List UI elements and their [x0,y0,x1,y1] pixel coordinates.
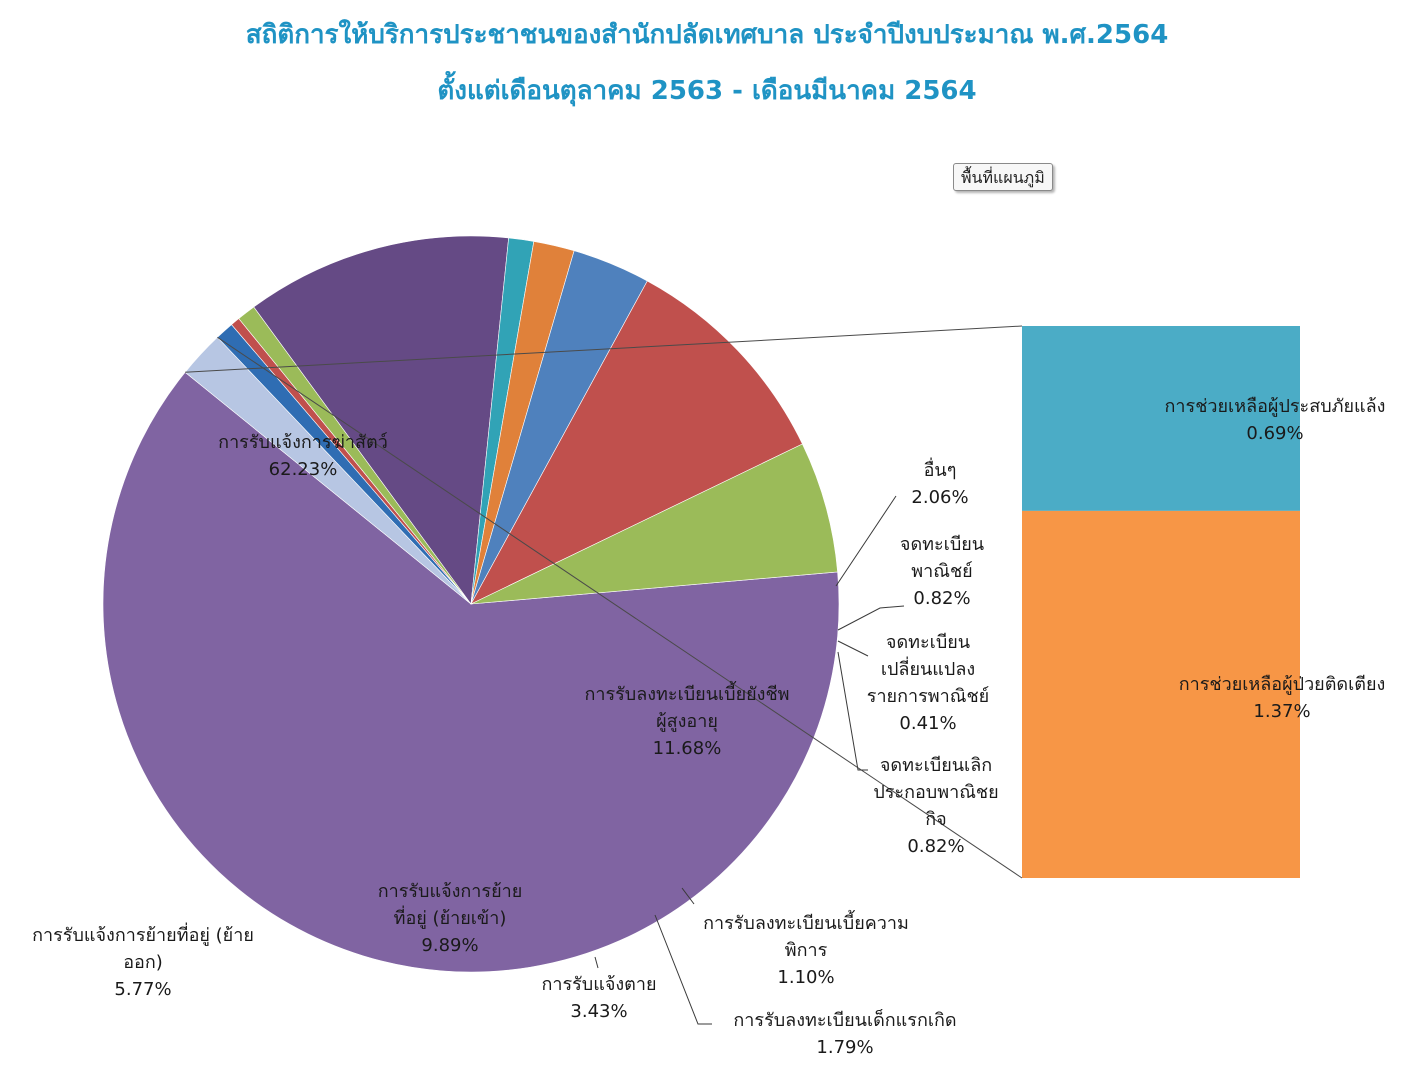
pie-slice-5-label: จดทะเบียนเลิกประกอบพาณิชยกิจ 0.82% [873,755,998,857]
pie-slice-3-leader-line [837,605,905,631]
pie-slice-8-leader-line [654,914,712,1025]
pie-slice-2-label: อื่นๆ 2.06% [911,457,968,508]
pie-slice-11-label: การรับแจ้งการย้ายที่อยู่ (ย้ายออก) 5.77% [32,922,254,1000]
connector-lines [185,325,1023,879]
breakout-bar-segment-1-value-label: 0.69% [1246,423,1303,444]
breakout-bar-segment-2[interactable] [1022,510,1300,878]
pie-slice-1-label: การรับแจ้งการฆ่าสัตว์ 62.23% [218,432,388,480]
breakout-bar-segment-2-label: การช่วยเหลือผู้ป่วยติดเตียง 1.37% [1179,674,1386,722]
breakout-bar [1022,326,1300,878]
pie-slice-8-value-label: 1.79% [816,1037,873,1058]
pie-slice-9-leader-line [594,956,599,969]
pie-slice-11-value-label: 5.77% [114,979,171,1000]
pie-slice-4-label: จดทะเบียนเปลี่ยนแปลงรายการพาณิชย์ 0.41% [867,632,989,734]
plot-area-button[interactable]: พื้นที่แผนภูมิ [953,163,1053,191]
chart-title-line-1: สถิติการให้บริการประชาชนของสำนักปลัดเทศบ… [245,20,1169,50]
pie-slice-9-value-label: 3.43% [570,1001,627,1022]
pie-slice-10-value-label: 9.89% [421,935,478,956]
pie-slice-1[interactable] [102,371,840,973]
pie-slice-7-label: การรับลงทะเบียนเบี้ยความพิการ 1.10% [703,910,909,988]
pie-slice-5-leader-line [837,651,868,771]
breakout-bar-segment-1[interactable] [1022,326,1300,511]
pie-slice-10-label: การรับแจ้งการย้ายที่อยู่ (ย้ายเข้า) 9.89% [378,881,523,956]
breakout-bar-segment-1-label: การช่วยเหลือผู้ประสบภัยแล้ง 0.69% [1165,396,1386,444]
pie-slice-6[interactable] [253,235,509,605]
pie-slice-3-value-label: 0.82% [913,588,970,609]
pie-slice-7-value-label: 1.10% [777,967,834,988]
pie-slice-9-label: การรับแจ้งตาย 3.43% [541,974,656,1022]
pie-slice-10[interactable] [470,280,803,605]
breakout-connector-top [185,325,1023,373]
pie-slice-6-label: การรับลงทะเบียนเบี้ยยังชีพผู้สูงอายุ 11.6… [584,681,789,759]
slice-labels: การรับแจ้งการฆ่าสัตว์ 62.23% อื่นๆ 2.06% จดท… [32,396,1385,1058]
pie-slice-4-leader-line [837,640,869,657]
pie-slice-6-value-label: 11.68% [653,738,722,759]
pie-slice-8-label: การรับลงทะเบียนเด็กแรกเกิด 1.79% [733,1008,956,1058]
chart-title-line-2: ตั้งแต่เดือนตุลาคม 2563 - เดือนมีนาคม 25… [437,76,977,106]
pie-slices [102,235,840,973]
pie-slice-11[interactable] [470,443,838,605]
pie-slice-4-value-label: 0.41% [899,713,956,734]
pie-slice-7-leader-line [681,887,695,905]
pie-slice-2-value-label: 2.06% [911,487,968,508]
pie-slice-5-value-label: 0.82% [907,836,964,857]
pie-slice-3-label: จดทะเบียนพาณิชย์ 0.82% [900,534,984,609]
breakout-bar-segment-2-value-label: 1.37% [1253,701,1310,722]
pie-slice-2-leader-line [835,495,897,587]
pie-slice-1-value-label: 62.23% [269,459,338,480]
breakout-connector-bottom [217,336,1023,879]
